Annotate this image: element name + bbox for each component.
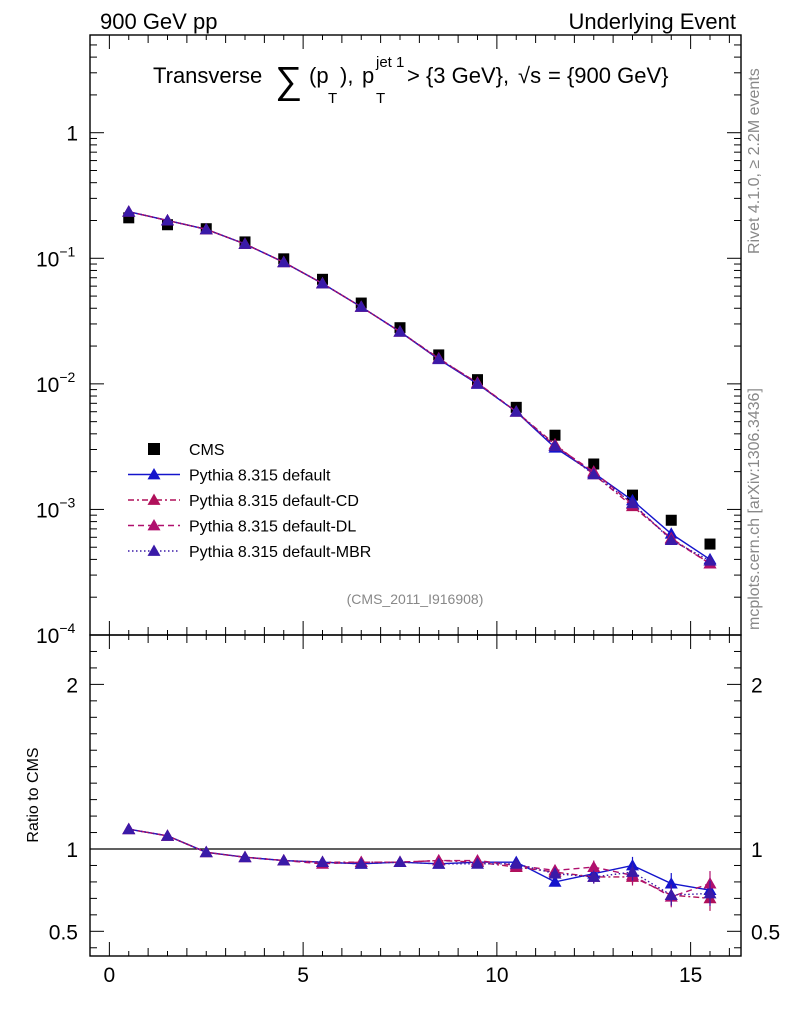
ratio-ytick-label-right: 0.5 (751, 921, 780, 944)
legend-pythia-8-315-default-marker (147, 468, 161, 480)
ratio-ytick-label: 2 (66, 674, 78, 697)
title-cut: > {3 GeV}, (407, 63, 509, 88)
legend-pythia-8-315-default-cd-marker (147, 493, 161, 505)
title-sqrt: √s (518, 63, 541, 88)
header-right: Underlying Event (568, 9, 736, 34)
pythia-8-315-default-mbr-point (626, 496, 639, 509)
pythia-8-315-default-mbr-ratio-point (432, 857, 446, 869)
pythia-8-315-default-mbr-point (509, 405, 523, 417)
ratio-series-layer (122, 822, 717, 911)
pythia-8-315-default-mbr-point (664, 533, 678, 545)
cms-point (665, 514, 677, 526)
legend-pythia-8-315-default-label: Pythia 8.315 default (189, 468, 331, 485)
legend-cms-marker (148, 443, 160, 455)
ratio-xtick-label: 10 (485, 964, 508, 987)
analysis-watermark: (CMS_2011_I916908) (347, 591, 484, 607)
cms-point (588, 458, 600, 470)
ratio-xtick-label: 5 (297, 964, 309, 987)
pythia-8-315-default-mbr-ratio-point (626, 865, 639, 877)
pythia-8-315-default-mbr-point (587, 467, 601, 480)
pythia-8-315-default-mbr-point (471, 377, 484, 389)
ratio-ytick-label: 0.5 (49, 921, 78, 944)
title-prefix: Transverse (153, 63, 262, 88)
pythia-8-315-default-mbr-point (316, 276, 329, 289)
ratio-ytick-label-right: 2 (751, 674, 763, 697)
legend-cms-label: CMS (189, 442, 225, 459)
pythia-8-315-default-mbr-point (432, 352, 446, 364)
header-left: 900 GeV pp (100, 9, 217, 34)
pythia-8-315-default-mbr-point (199, 222, 213, 235)
legend-pythia-8-315-default-dl-marker (147, 519, 161, 531)
title-energy: = {900 GeV} (548, 63, 669, 88)
ratio-ytick-label: 1 (66, 839, 78, 862)
main-series-layer (122, 205, 717, 569)
pythia-8-315-default-mbr-ratio-point (471, 857, 484, 869)
pythia-8-315-default-mbr-line (128, 211, 711, 562)
pythia-8-315-default-mbr-point (122, 205, 136, 217)
main-axes: 1 10−1 10−2 10−3 10−4 (36, 34, 741, 648)
title-pt-close: ), (340, 63, 353, 88)
pythia-8-315-default-mbr-ratio-point (548, 867, 562, 879)
ratio-plot-frame (89, 634, 742, 957)
pythia-8-315-default-mbr-ratio-point (393, 855, 407, 868)
legend-pythia-8-315-default-mbr-label: Pythia 8.315 default-MBR (189, 544, 371, 561)
pythia-8-315-default-mbr-ratio-point (703, 886, 717, 899)
pythia-8-315-default-mbr-point (161, 213, 174, 226)
pythia-8-315-default-mbr-ratio-line (128, 828, 711, 896)
pythia-8-315-default-mbr-point (354, 300, 368, 312)
pythia-8-315-default-dl-line (128, 211, 711, 565)
ratio-ytick-label-right: 1 (751, 839, 763, 862)
pythia-8-315-default-mbr-point (238, 237, 252, 249)
pythia-8-315-default-mbr-ratio-point (238, 850, 252, 863)
title-pt2-sup: jet 1 (375, 54, 404, 71)
pythia-8-315-default-mbr-point (703, 554, 717, 566)
legend-pythia-8-315-default-dl-label: Pythia 8.315 default-DL (189, 519, 356, 536)
legend-pythia-8-315-default-cd-label: Pythia 8.315 default-CD (189, 493, 359, 510)
pythia-8-315-default-mbr-ratio-point (354, 857, 368, 869)
title-pt: (p (309, 63, 329, 88)
plot-title: Transverse ∑ (p T ), p T jet 1 > {3 GeV}… (153, 54, 669, 107)
title-sum-symbol: ∑ (275, 60, 302, 102)
pythia-8-315-default-mbr-ratio-point (509, 857, 523, 869)
pythia-8-315-default-ratio-point (548, 875, 562, 887)
legend-pythia-8-315-default-mbr-marker (147, 544, 161, 556)
pythia-8-315-default-mbr-ratio-point (587, 870, 601, 882)
legend: CMS Pythia 8.315 default Pythia 8.315 defa… (128, 442, 371, 561)
pythia-8-315-default-mbr-ratio-point (199, 845, 213, 858)
ratio-axes: 2 2 1 1 0.5 0.5 0 5 10 15 (49, 635, 780, 987)
pythia-8-315-default-dl-ratio-point (587, 860, 601, 872)
main-plot-frame (89, 34, 742, 636)
pythia-8-315-default-mbr-ratio-point (277, 854, 291, 866)
ratio-ylabel: Ratio to CMS (25, 747, 42, 842)
title-pt-sub: T (328, 90, 337, 107)
cms-point (123, 212, 135, 224)
main-ytick-label: 10−3 (36, 494, 76, 522)
pythia-8-315-default-ratio-point (664, 877, 678, 889)
ratio-xtick-label: 0 (104, 964, 116, 987)
pythia-8-315-default-cd-line (128, 211, 711, 565)
pythia-8-315-default-ratio-line (128, 828, 711, 891)
pythia-8-315-default-mbr-ratio-point (316, 855, 329, 868)
ratio-xtick-label: 15 (679, 964, 702, 987)
mcplots-label: mcplots.cern.ch [arXiv:1306.3436] (746, 388, 763, 630)
title-pt2-sub: T (376, 90, 385, 107)
pythia-8-315-default-mbr-ratio-point (664, 888, 678, 900)
cms-point (704, 538, 716, 550)
main-ytick-label: 10−4 (36, 620, 76, 648)
pythia-8-315-default-mbr-point (548, 439, 562, 451)
pythia-8-315-default-mbr-ratio-point (161, 829, 174, 841)
pythia-8-315-default-mbr-point (277, 255, 291, 268)
pythia-8-315-default-mbr-ratio-point (122, 822, 136, 835)
main-ytick-label: 10−2 (36, 369, 76, 397)
main-ytick-label: 10−1 (36, 243, 76, 271)
pythia-8-315-default-mbr-point (393, 325, 407, 337)
cms-point (549, 429, 561, 441)
main-ytick-label: 1 (66, 123, 78, 146)
title-pt2: p (362, 63, 374, 88)
rivet-label: Rivet 4.1.0, ≥ 2.2M events (746, 68, 763, 254)
pythia-8-315-default-cd-ratio-line (128, 828, 711, 900)
